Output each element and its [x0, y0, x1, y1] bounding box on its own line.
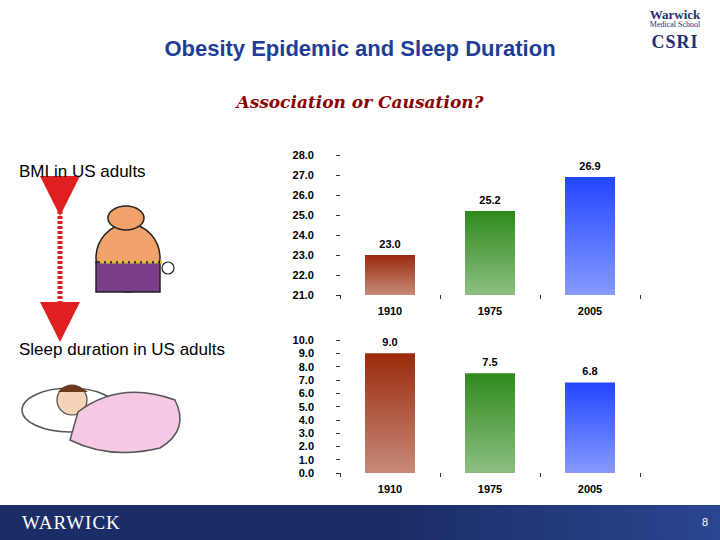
- html-text:WARWICK: WARWICK: [22, 512, 121, 533]
- svg-text:28.0: 28.0: [293, 149, 314, 161]
- svg-text:10.0: 10.0: [293, 334, 314, 346]
- svg-text:2.0: 2.0: [299, 440, 314, 452]
- svg-text:6.8: 6.8: [582, 365, 597, 377]
- svg-text:26.9: 26.9: [579, 160, 600, 172]
- svg-text:5.0: 5.0: [299, 401, 314, 413]
- html-text:Warwick: Warwick: [649, 7, 701, 22]
- svg-text:7.0: 7.0: [299, 374, 314, 386]
- svg-text:25.0: 25.0: [293, 209, 314, 221]
- html-text:Medical School: Medical School: [649, 20, 701, 29]
- svg-text:3.0: 3.0: [299, 427, 314, 439]
- svg-text:4.0: 4.0: [299, 414, 314, 426]
- html-text:Association or Causation?: Association or Causation?: [236, 92, 484, 112]
- svg-text:1910: 1910: [378, 305, 402, 317]
- svg-text:6.0: 6.0: [299, 387, 314, 399]
- svg-text:24.0: 24.0: [293, 229, 314, 241]
- svg-text:9.0: 9.0: [299, 347, 314, 359]
- svg-text:21.0: 21.0: [293, 289, 314, 301]
- svg-text:22.0: 22.0: [293, 269, 314, 281]
- svg-text:2005: 2005: [578, 483, 602, 495]
- svg-text:1.0: 1.0: [299, 454, 314, 466]
- svg-text:25.2: 25.2: [479, 194, 500, 206]
- html-text:CSRI: CSRI: [651, 32, 699, 52]
- svg-text:8.0: 8.0: [299, 361, 314, 373]
- svg-text:1910: 1910: [378, 483, 402, 495]
- svg-text:9.0: 9.0: [382, 336, 397, 348]
- svg-text:26.0: 26.0: [293, 189, 314, 201]
- html-text:Obesity Epidemic and Sleep Dur: Obesity Epidemic and Sleep Duration: [164, 36, 556, 61]
- svg-text:7.5: 7.5: [482, 356, 497, 368]
- html-text:8: 8: [701, 516, 708, 528]
- svg-text:27.0: 27.0: [293, 169, 314, 181]
- svg-text:Sleep duration in US adults: Sleep duration in US adults: [19, 340, 225, 359]
- svg-text:BMI in US adults: BMI in US adults: [19, 162, 146, 181]
- svg-text:0.0: 0.0: [299, 467, 314, 479]
- svg-text:23.0: 23.0: [379, 238, 400, 250]
- svg-text:2005: 2005: [578, 305, 602, 317]
- svg-text:1975: 1975: [478, 305, 502, 317]
- svg-text:23.0: 23.0: [293, 249, 314, 261]
- svg-text:1975: 1975: [478, 483, 502, 495]
